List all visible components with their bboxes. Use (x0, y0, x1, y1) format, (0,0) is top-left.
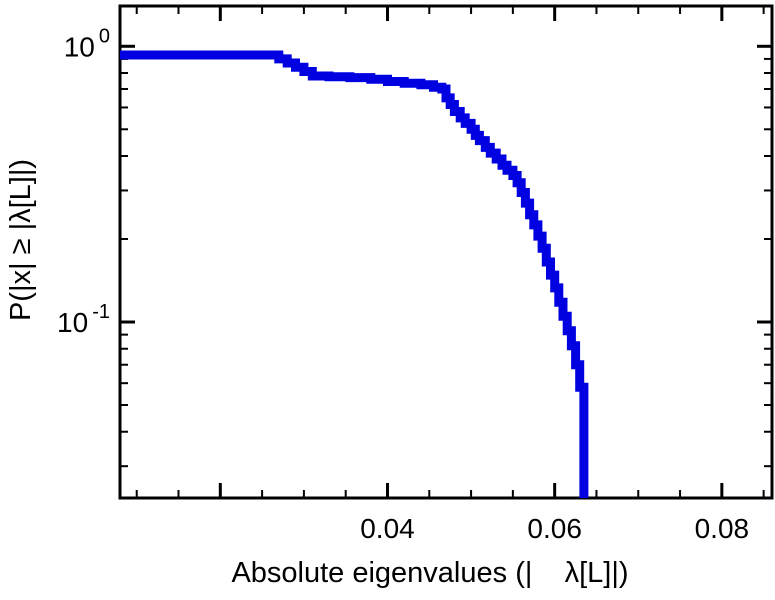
plot-frame (118, 4, 774, 500)
x-tick-label: 0.06 (527, 513, 582, 544)
y-tick-label: 10 0 (64, 25, 110, 62)
x-axis-label: Absolute eigenvalues (| λ[L]|) (231, 557, 628, 589)
ccdf-curve (120, 50, 589, 498)
y-axis-label: P(|x| ≥ |λ[L]|) (5, 159, 37, 321)
x-tick-label: 0.08 (695, 513, 750, 544)
y-tick-label: 10 -1 (57, 301, 110, 338)
x-tick-label: 0.04 (360, 513, 415, 544)
axis-ticks (120, 6, 772, 498)
